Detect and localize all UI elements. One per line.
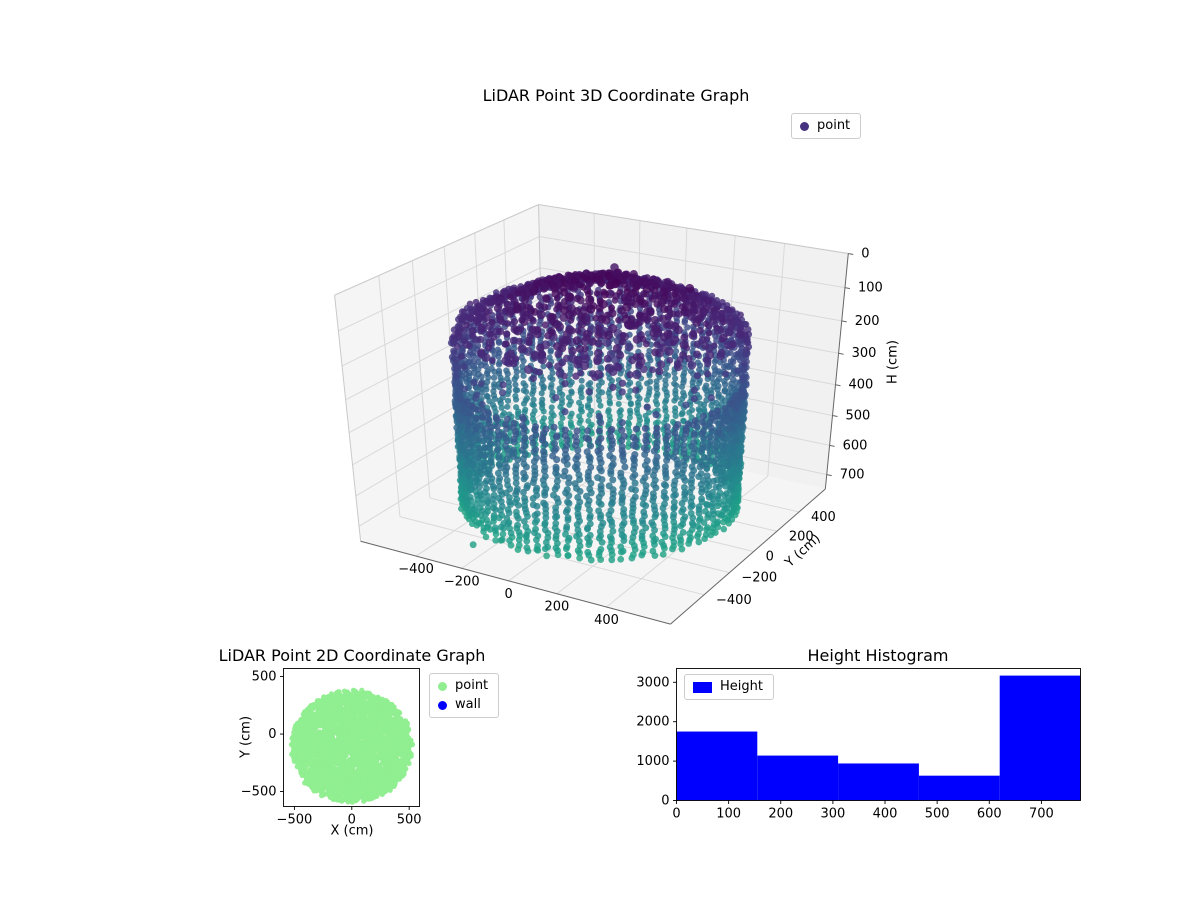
plot3d-legend: point [791, 113, 862, 139]
legend-item-point-2d: point [438, 678, 488, 694]
hist-legend: Height [684, 674, 774, 700]
wall-marker-icon [438, 700, 447, 710]
hist-title: Height Histogram [807, 646, 949, 665]
legend-item-point-3d: point [800, 118, 850, 134]
plot2d-ylabel: Y (cm) [238, 715, 254, 759]
height-patch-icon [693, 681, 712, 693]
plot2d-legend: point wall [429, 673, 500, 718]
legend-label: wall [455, 697, 481, 712]
legend-item-wall-2d: wall [438, 697, 488, 713]
plot3d-zlabel: H (cm) [885, 340, 901, 384]
plot2d-xlabel: X (cm) [330, 823, 374, 839]
legend-item-height: Height [693, 679, 763, 695]
plot3d-title: LiDAR Point 3D Coordinate Graph [482, 86, 750, 105]
legend-label: point [817, 118, 851, 133]
legend-label: Height [720, 679, 763, 694]
point-marker-icon [438, 681, 447, 691]
legend-label: point [455, 678, 489, 693]
point-marker-icon [800, 121, 809, 131]
plot2d-title: LiDAR Point 2D Coordinate Graph [218, 646, 486, 665]
